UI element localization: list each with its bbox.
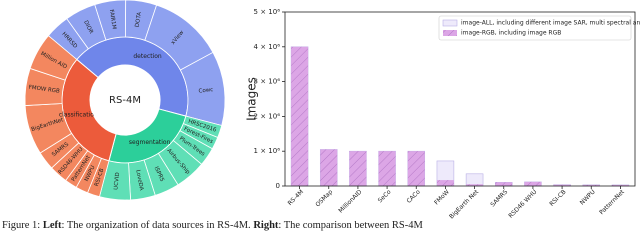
bar-hatch <box>436 180 454 186</box>
y-tick-label: 1 × 10⁶ <box>254 147 281 155</box>
x-tick-label: NWPU <box>579 189 597 207</box>
bar-hatch <box>320 149 338 186</box>
x-tick-label: RS-4M <box>287 189 305 207</box>
legend-box <box>438 15 632 41</box>
x-tick-label: SAMRS <box>489 188 509 208</box>
bar-hatch <box>582 184 600 186</box>
x-tick-label: BigEarth Net <box>448 188 480 220</box>
bar-hatch <box>291 46 309 186</box>
y-tick-label: 2 × 10⁶ <box>254 112 281 120</box>
legend-label: image-ALL, including different image SAR… <box>461 20 640 27</box>
x-tick-label: PatternNet <box>598 188 626 216</box>
bar-hatch <box>466 184 484 186</box>
source-label: FMOW RGB <box>28 85 60 95</box>
source-label: LoveDA <box>134 169 144 191</box>
bar-hatch <box>495 182 513 186</box>
bar-hatch <box>407 151 425 186</box>
group-label: classification <box>59 111 98 118</box>
group-label: detection <box>133 53 162 60</box>
x-tick-label: RSI-CB <box>548 189 567 208</box>
x-tick-label: MillionAID <box>337 188 363 214</box>
y-tick-label: 0 <box>276 182 280 190</box>
legend-label: image-RGB, including image RGB <box>461 30 561 37</box>
figure: Figure 1: Left: The organization of data… <box>2 0 640 231</box>
legend-swatch <box>442 19 458 27</box>
caption-part: Right <box>253 220 279 231</box>
bar-hatch <box>524 181 542 186</box>
bar <box>465 173 484 187</box>
caption-part: Figure 1: <box>2 220 43 231</box>
y-tick-label: 5 × 10⁶ <box>254 8 281 16</box>
source-label: RSI-CB <box>94 168 106 188</box>
bar-hatch <box>349 151 367 186</box>
source-label: Cowc <box>198 87 213 95</box>
center <box>90 65 160 135</box>
x-tick-label: SeCo <box>377 188 393 204</box>
y-axis-label: Images <box>245 77 259 121</box>
caption-part: Left <box>43 220 62 231</box>
source-label: FAIR1M <box>108 9 117 30</box>
center-label: RS-4M <box>109 95 141 106</box>
x-tick-label: CACo <box>405 188 422 205</box>
y-tick-label: 3 × 10⁶ <box>254 78 281 86</box>
x-tick-label: OSMap <box>314 188 334 208</box>
group-label: segmentation <box>129 139 171 146</box>
bar-hatch <box>553 184 571 186</box>
caption-part: : The organization of data sources in RS… <box>62 220 254 231</box>
x-tick-label: FMoW <box>433 188 451 206</box>
legend-hatch <box>443 30 457 36</box>
page: Figure 1: Left: The organization of data… <box>0 0 640 232</box>
caption: Figure 1: Left: The organization of data… <box>2 220 424 231</box>
axes-frame <box>284 11 636 187</box>
y-tick-label: 4 × 10⁶ <box>254 43 281 51</box>
source-label: DIOR <box>82 20 94 35</box>
bar-hatch <box>378 151 396 186</box>
source-arc <box>29 35 78 81</box>
caption-part: : The comparison between RS-4M <box>278 220 423 231</box>
source-label: DOTA <box>135 11 143 27</box>
bar-hatch <box>611 184 629 186</box>
x-tick-label: RSD46 WHU <box>507 189 538 220</box>
source-label: UCVID <box>113 172 121 190</box>
